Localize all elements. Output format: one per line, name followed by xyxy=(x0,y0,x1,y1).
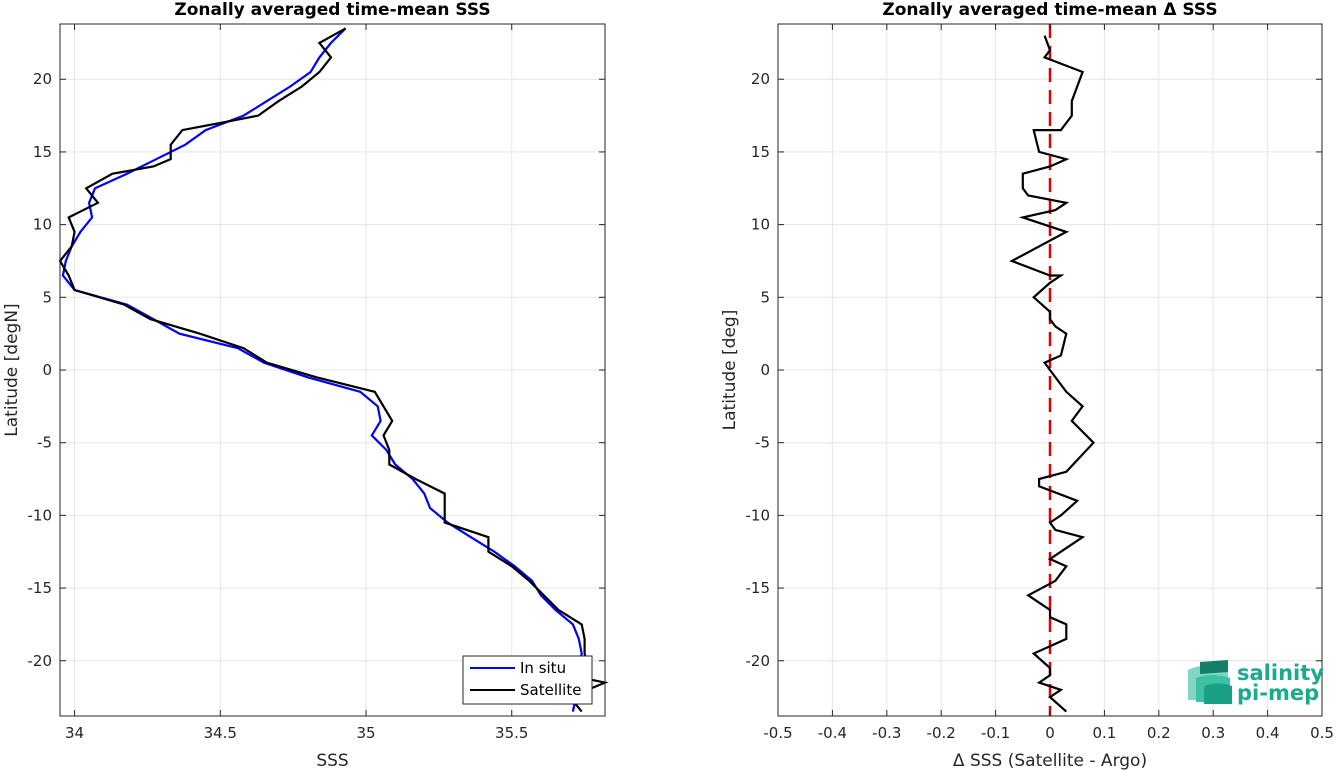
legend-label-satellite: Satellite xyxy=(520,681,581,699)
logo-text-salinity: salinity xyxy=(1237,661,1324,685)
left-ytick-label-0: -20 xyxy=(28,652,53,670)
right-xtick-label-1: -0.4 xyxy=(818,724,847,742)
left-chart-title: Zonally averaged time-mean SSS xyxy=(174,0,490,20)
left-ytick-label-6: 10 xyxy=(33,216,52,234)
right-xtick-label-2: -0.3 xyxy=(872,724,901,742)
right-ytick-label-0: -20 xyxy=(746,652,771,670)
right-ytick-label-8: 20 xyxy=(751,70,770,88)
right-xtick-label-6: 0.1 xyxy=(1092,724,1116,742)
legend-box xyxy=(462,655,593,705)
left-xtick-label-2: 35 xyxy=(356,724,375,742)
right-ytick-label-3: -5 xyxy=(755,434,770,452)
salinity-pi-mep-logo: salinity pi-mep xyxy=(1188,660,1324,705)
left-series-line-satellite xyxy=(58,27,609,713)
right-ytick-label-2: -10 xyxy=(746,506,771,524)
right-xtick-label-5: 0 xyxy=(1045,724,1055,742)
left-x-axis-label: SSS xyxy=(316,751,348,770)
right-xtick-label-7: 0.2 xyxy=(1147,724,1171,742)
right-ytick-label-1: -15 xyxy=(746,579,771,597)
left-ytick-label-5: 5 xyxy=(42,288,52,306)
right-xtick-label-9: 0.4 xyxy=(1256,724,1280,742)
left-ytick-label-3: -5 xyxy=(37,434,52,452)
right-x-axis-label: Δ SSS (Satellite - Argo) xyxy=(953,751,1147,770)
wave-logo-icon xyxy=(1188,660,1232,704)
right-xtick-label-10: 0.5 xyxy=(1310,724,1334,742)
right-xtick-label-3: -0.2 xyxy=(927,724,956,742)
right-xtick-label-0: -0.5 xyxy=(763,724,792,742)
left-chart-panel: 34 34.5 35 35.5 -20 -15 -10 -5 0 5 10 15 20 Zonally a… xyxy=(2,0,609,770)
right-y-axis-label: Latitude [deg] xyxy=(720,310,740,431)
right-ytick-label-5: 5 xyxy=(760,288,770,306)
left-xtick-label-1: 34.5 xyxy=(204,724,237,742)
right-ytick-label-4: 0 xyxy=(760,361,770,379)
left-ytick-label-4: 0 xyxy=(42,361,52,379)
legend-label-in-situ: In situ xyxy=(520,659,566,677)
left-y-axis-label: Latitude [degN] xyxy=(2,303,22,436)
left-ytick-label-7: 15 xyxy=(33,143,52,161)
right-series-line-0 xyxy=(1009,35,1096,713)
right-xtick-label-8: 0.3 xyxy=(1201,724,1225,742)
logo-text-pi-mep: pi-mep xyxy=(1237,681,1319,705)
left-series-line-in-situ xyxy=(61,27,583,712)
left-xtick-label-3: 35.5 xyxy=(495,724,528,742)
left-ytick-label-1: -15 xyxy=(28,579,53,597)
right-xtick-label-4: -0.1 xyxy=(981,724,1010,742)
left-ytick-label-8: 20 xyxy=(33,70,52,88)
left-ytick-label-2: -10 xyxy=(28,506,53,524)
right-chart-title: Zonally averaged time-mean Δ SSS xyxy=(882,0,1217,20)
right-ytick-label-6: 10 xyxy=(751,216,770,234)
legend: In situ Satellite xyxy=(462,655,593,705)
left-xtick-label-0: 34 xyxy=(65,724,84,742)
right-ytick-label-7: 15 xyxy=(751,143,770,161)
right-chart-panel: -0.5 -0.4 -0.3 -0.2 -0.1 0 0.1 0.2 0.3 0.4 0.5 -20 -… xyxy=(720,0,1334,770)
